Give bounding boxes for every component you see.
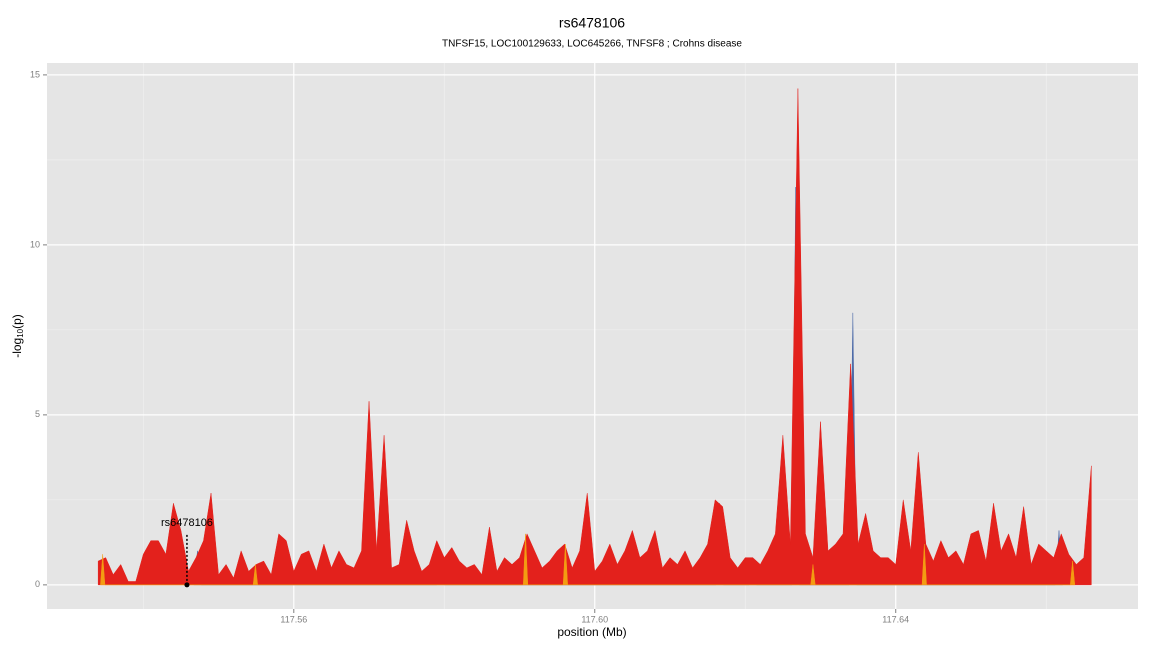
annotation-point: [184, 582, 190, 588]
y-axis-label: -log10(p): [10, 314, 25, 358]
y-label-main: -log: [10, 338, 24, 358]
x-tick-label: 117.64: [882, 614, 909, 624]
chart-title: rs6478106: [559, 15, 625, 31]
area: [100, 533, 1076, 586]
x-tick-label: 117.60: [581, 614, 608, 624]
x-axis-label: position (Mb): [557, 625, 626, 639]
y-label-sub: 10: [16, 328, 25, 337]
y-tick-label: 15: [30, 69, 40, 79]
chart-subtitle: TNFSF15, LOC100129633, LOC645266, TNFSF8…: [442, 39, 742, 50]
y-tick-label: 0: [35, 579, 40, 589]
y-label-tail: (p): [10, 314, 24, 329]
y-tick-label: 5: [35, 409, 40, 419]
y-tick-label: 10: [30, 239, 40, 249]
x-tick-label: 117.56: [280, 614, 307, 624]
annotation-label: rs6478106: [161, 517, 213, 529]
plot-background: [47, 63, 1138, 609]
area: [97, 88, 1092, 586]
